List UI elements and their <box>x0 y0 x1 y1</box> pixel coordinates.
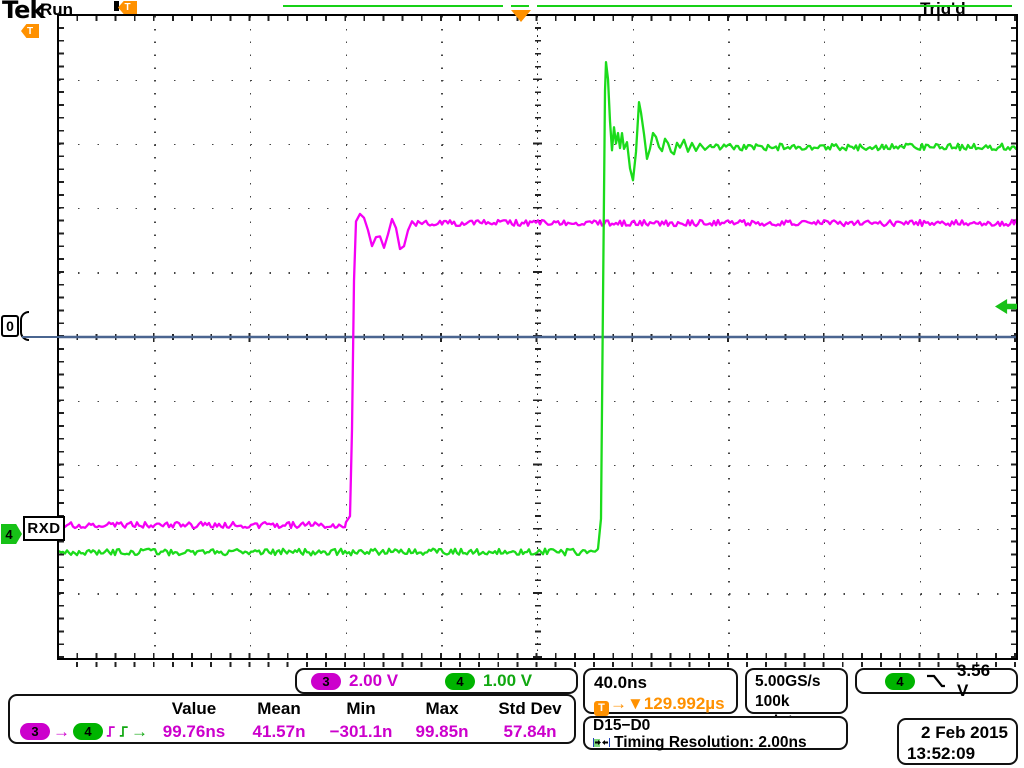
horizontal-readout: 40.0ns T →▼129.992µs <box>583 668 738 716</box>
meas-mean: 41.57n <box>252 721 306 741</box>
graticule-grid-line <box>59 16 1016 21</box>
trigger-delay-line: T →▼129.992µs <box>594 693 727 716</box>
trigger-flag-t2: T <box>26 25 34 37</box>
meas-min: −301.1n <box>329 721 393 741</box>
time: 13:52:09 <box>907 744 976 763</box>
acquisition-readout: 5.00GS/s 100k points <box>745 668 848 730</box>
meas-header-max: Max <box>425 698 459 718</box>
rising-edge-icon-ch3 <box>106 726 115 737</box>
waveform-layer <box>59 61 1016 557</box>
date: 2 Feb 2015 <box>921 723 1008 742</box>
sample-rate: 5.00GS/s <box>755 673 821 690</box>
meas-max: 99.85n <box>415 721 469 741</box>
measurement-source: 3 → 4 → <box>12 722 148 742</box>
meas-stddev: 57.84n <box>503 721 557 741</box>
digital-readout: D15−D0 Timing Resolution: 2.00ns <box>583 716 848 750</box>
ch3-scale: 2.00 V <box>349 671 399 690</box>
ch4-badge: 4 <box>445 672 475 690</box>
ch4-scale: 1.00 V <box>483 671 533 690</box>
trigger-position-flag-icon[interactable]: T <box>118 1 137 14</box>
time-per-div: 40.0ns <box>594 673 647 692</box>
meas-ch4-badge: 4 <box>73 723 103 740</box>
ch4-trace <box>59 61 1016 557</box>
meas-glyph-arrow: → <box>131 721 148 741</box>
timing-resolution-icon <box>593 738 610 748</box>
trigger-source-badge: 4 <box>885 672 915 690</box>
trigger-delay: 129.992µs <box>643 694 725 713</box>
record-view-line-segment <box>537 5 1012 7</box>
meas-value: 99.76ns <box>162 721 226 741</box>
ch4-ground-marker[interactable]: 4 <box>1 524 22 544</box>
measurement-readout: Value Mean Min Max Std Dev 3 → 4 → 99.76… <box>8 694 576 744</box>
rising-edge-icon-ch4 <box>119 726 128 737</box>
tek-logo: Tek <box>2 0 45 24</box>
meas-header-value: Value <box>171 698 217 718</box>
d0-trace-stub <box>22 336 59 338</box>
trigger-readout: 4 3.56 V <box>855 661 1018 700</box>
meas-ch3-badge: 3 <box>20 723 50 740</box>
delay-arrows: →▼ <box>610 694 644 713</box>
trigger-level-flag-icon[interactable]: T <box>21 24 39 38</box>
meas-header-mean: Mean <box>257 698 301 718</box>
timing-resolution: Timing Resolution: 2.00ns <box>614 733 807 751</box>
record-view-line-segment <box>511 5 529 7</box>
vertical-scale-readout: 3 2.00 V 4 1.00 V <box>295 668 578 694</box>
ch3-badge: 3 <box>311 672 341 690</box>
meas-header-stddev: Std Dev <box>498 698 562 718</box>
bottom-outer-ticks <box>59 662 1016 667</box>
meas-arrow: → <box>53 721 70 741</box>
t-icon: T <box>594 701 609 716</box>
trigger-status: Trig'd <box>920 0 966 18</box>
datetime-readout: 2 Feb 2015 13:52:09 <box>897 718 1018 765</box>
rxd-label[interactable]: RXD <box>23 516 65 541</box>
bus-d0-marker[interactable]: 0 <box>1 315 19 337</box>
graticule-grid-line <box>59 653 1016 658</box>
ch3-trace <box>59 212 1016 530</box>
digital-channels-label: D15−D0 <box>593 717 651 734</box>
record-view-line-segment <box>283 5 503 7</box>
meas-header-min: Min <box>346 698 376 718</box>
d0-label: 0 <box>6 318 14 334</box>
trigger-flag-tag <box>114 1 119 11</box>
trigger-level: 3.56 V <box>956 661 991 700</box>
graticule <box>57 14 1018 660</box>
d0-bracket <box>20 311 29 341</box>
ch4-ground-label: 4 <box>5 526 13 542</box>
falling-edge-icon <box>926 674 945 688</box>
trigger-flag-t: T <box>124 2 131 13</box>
